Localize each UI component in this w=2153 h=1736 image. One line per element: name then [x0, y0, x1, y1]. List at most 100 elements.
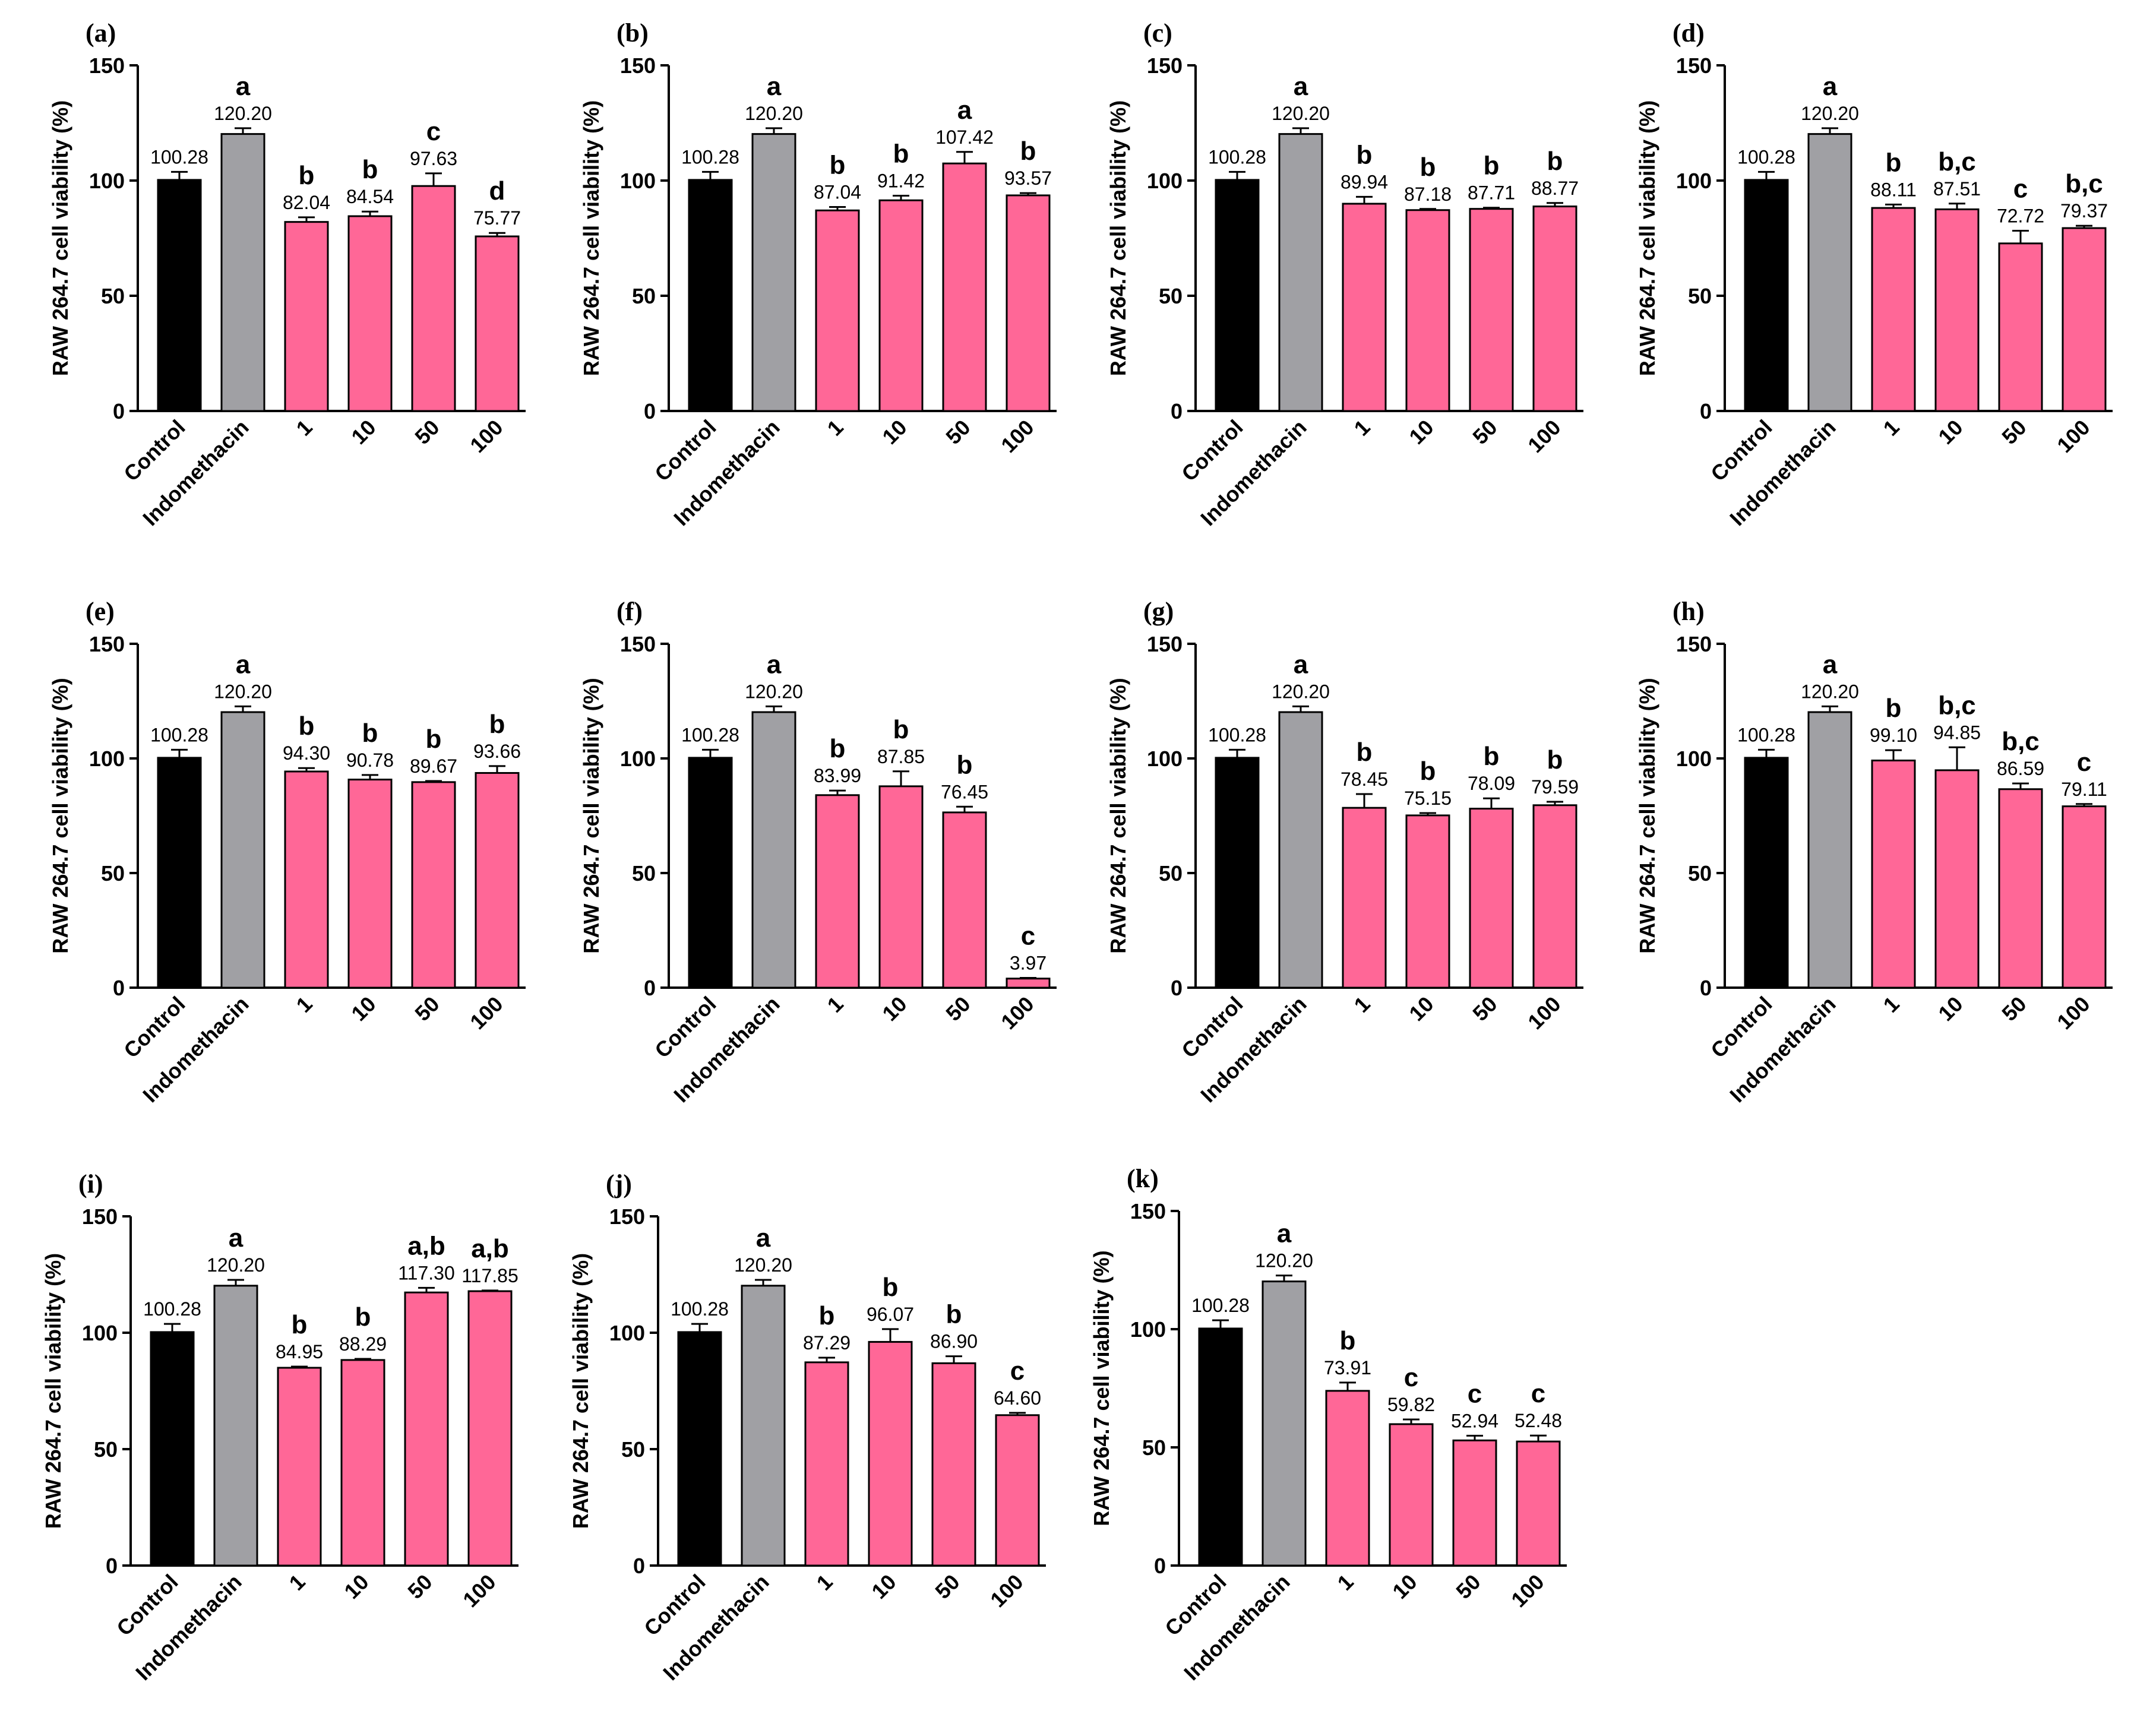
- significance-letter: a,b: [471, 1234, 509, 1263]
- y-axis-title: RAW 264.7 cell viability (%): [579, 100, 603, 376]
- significance-letter: b: [489, 710, 505, 739]
- category-label: 50: [410, 992, 444, 1026]
- bar: [277, 1367, 322, 1567]
- y-tick-label: 100: [1676, 169, 1712, 193]
- significance-letter: b: [830, 734, 846, 763]
- significance-letter: c: [426, 117, 441, 146]
- significance-letter: b: [1020, 137, 1036, 166]
- bar: [1278, 133, 1323, 412]
- bar: [1389, 1423, 1434, 1567]
- value-label: 120.20: [1255, 1250, 1313, 1272]
- bar: [340, 1359, 385, 1567]
- y-tick-label: 50: [632, 284, 656, 308]
- bar: [347, 215, 393, 412]
- y-tick-label: 100: [620, 747, 656, 771]
- significance-letter: b: [1340, 1326, 1356, 1355]
- category-label: 100: [465, 992, 507, 1034]
- y-tick-label: 100: [82, 1321, 118, 1345]
- y-tick-label: 50: [1159, 284, 1183, 308]
- y-tick-label: 150: [1147, 53, 1183, 78]
- value-label: 89.94: [1341, 171, 1388, 192]
- bar: [1469, 808, 1514, 989]
- panel-label: (e): [86, 597, 115, 626]
- value-label: 78.45: [1341, 769, 1388, 790]
- value-label: 100.28: [1191, 1295, 1250, 1316]
- bar: [1215, 757, 1260, 989]
- significance-letter: a: [957, 96, 972, 125]
- significance-letter: a: [1823, 650, 1838, 679]
- bar: [677, 1331, 722, 1567]
- bar: [688, 757, 733, 989]
- significance-letter: b: [1357, 140, 1373, 169]
- category-label: 100: [465, 415, 507, 457]
- value-label: 88.29: [339, 1333, 387, 1355]
- category-label: 10: [1933, 992, 1967, 1026]
- bar: [411, 185, 456, 412]
- value-label: 83.99: [814, 765, 861, 786]
- value-label: 97.63: [410, 148, 457, 169]
- significance-letter: b,c: [1938, 147, 1976, 176]
- category-label: 10: [867, 1570, 900, 1604]
- bar: [157, 179, 202, 412]
- y-tick-label: 100: [89, 169, 125, 193]
- value-label: 120.20: [1272, 103, 1330, 124]
- y-tick-label: 150: [89, 632, 125, 656]
- significance-letter: a: [236, 72, 251, 101]
- y-axis-title: RAW 264.7 cell viability (%): [1106, 678, 1130, 953]
- bar: [1998, 242, 2043, 412]
- y-tick-label: 100: [620, 169, 656, 193]
- significance-letter: b: [830, 150, 846, 179]
- bar: [878, 199, 924, 412]
- significance-letter: b,c: [1938, 691, 1976, 720]
- significance-letter: a: [767, 650, 782, 679]
- significance-letter: a: [1277, 1219, 1292, 1248]
- bar: [1342, 807, 1387, 989]
- y-tick-label: 50: [632, 861, 656, 886]
- category-label: 50: [941, 415, 975, 449]
- value-label: 120.20: [207, 1254, 265, 1276]
- panel-label: (f): [617, 597, 643, 626]
- significance-letter: c: [1021, 922, 1035, 951]
- value-label: 120.20: [1272, 681, 1330, 702]
- y-tick-label: 50: [621, 1437, 645, 1462]
- bar: [1325, 1390, 1370, 1567]
- significance-letter: b: [946, 1300, 962, 1329]
- significance-letter: b: [883, 1273, 899, 1302]
- y-axis-title: RAW 264.7 cell viability (%): [579, 678, 603, 953]
- y-tick-label: 150: [620, 632, 656, 656]
- significance-letter: b: [1886, 148, 1902, 177]
- category-label: 50: [1997, 992, 2031, 1026]
- significance-letter: b: [893, 140, 909, 169]
- significance-letter: b,c: [2065, 169, 2103, 198]
- significance-letter: a: [1823, 72, 1838, 101]
- category-label: 50: [1468, 992, 1501, 1026]
- bar: [347, 779, 393, 989]
- y-tick-label: 0: [106, 1554, 118, 1578]
- significance-letter: a: [767, 72, 782, 101]
- value-label: 96.07: [867, 1304, 914, 1325]
- significance-letter: b: [1547, 147, 1563, 176]
- y-tick-label: 150: [89, 53, 125, 78]
- value-label: 100.28: [1208, 146, 1266, 167]
- significance-letter: b: [1484, 742, 1500, 771]
- y-tick-label: 100: [89, 747, 125, 771]
- category-label: 50: [403, 1570, 437, 1604]
- bar: [1744, 757, 1789, 989]
- value-label: 87.71: [1468, 182, 1515, 204]
- significance-letter: a: [1294, 72, 1308, 101]
- y-tick-label: 50: [1688, 861, 1712, 886]
- bar: [1807, 133, 1852, 412]
- panel-label: (h): [1673, 597, 1705, 626]
- value-label: 84.54: [346, 186, 394, 207]
- significance-letter: b: [1420, 153, 1436, 182]
- value-label: 117.30: [398, 1262, 455, 1283]
- value-label: 72.72: [1997, 205, 2044, 227]
- significance-letter: b: [1547, 745, 1563, 774]
- category-label: 1: [284, 1570, 310, 1595]
- category-label: 100: [1523, 992, 1565, 1034]
- y-tick-label: 0: [113, 399, 125, 423]
- bar: [157, 757, 202, 989]
- value-label: 100.28: [1737, 724, 1795, 745]
- y-tick-label: 0: [644, 976, 656, 1000]
